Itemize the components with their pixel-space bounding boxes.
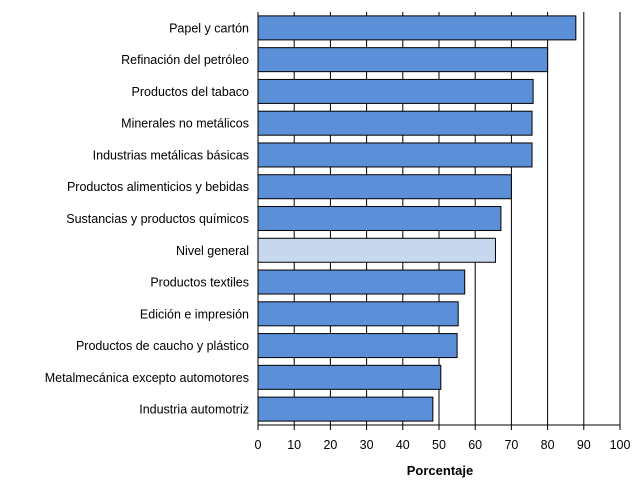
x-tick-label-0: 0 — [255, 438, 262, 452]
x-tick-label-60: 60 — [468, 438, 482, 452]
bar-1 — [257, 15, 577, 41]
bar-2 — [257, 47, 549, 73]
category-label-9: Productos textiles — [150, 276, 249, 290]
category-label-7: Sustancias y productos químicos — [66, 212, 249, 226]
x-tick-label-90: 90 — [577, 438, 591, 452]
bar-10 — [257, 301, 459, 327]
x-tick-label-50: 50 — [432, 438, 446, 452]
x-axis-title: Porcentaje — [407, 463, 473, 478]
x-tick-label-80: 80 — [541, 438, 555, 452]
bar-8 — [257, 237, 496, 263]
category-label-6: Productos alimenticios y bebidas — [67, 180, 249, 194]
bar-6 — [257, 174, 512, 200]
category-label-11: Productos de caucho y plástico — [76, 339, 249, 353]
category-label-5: Industrias metálicas básicas — [93, 148, 249, 162]
category-label-10: Edición e impresión — [140, 307, 249, 321]
category-label-8: Nivel general — [176, 244, 249, 258]
bar-9 — [257, 269, 466, 295]
category-labels: Papel y cartón Refinación del petróleo Pro… — [45, 21, 249, 416]
bar-3 — [257, 78, 534, 104]
x-tick-label-20: 20 — [323, 438, 337, 452]
x-tick-labels: 0 10 20 30 40 50 60 70 80 90 100 — [255, 438, 631, 452]
x-tick-label-100: 100 — [610, 438, 631, 452]
bar-11 — [257, 333, 458, 359]
bar-12 — [257, 364, 442, 390]
x-tick-label-40: 40 — [396, 438, 410, 452]
x-tick-label-10: 10 — [287, 438, 301, 452]
x-tick-label-70: 70 — [504, 438, 518, 452]
category-label-12: Metalmecánica excepto automotores — [45, 371, 249, 385]
bar-4 — [257, 110, 533, 136]
category-label-2: Refinación del petróleo — [121, 53, 249, 67]
category-label-3: Productos del tabaco — [132, 85, 249, 99]
bars — [257, 15, 577, 422]
category-label-13: Industria automotriz — [139, 403, 249, 417]
bar-5 — [257, 142, 533, 168]
bar-13 — [257, 396, 434, 422]
x-tick-label-30: 30 — [360, 438, 374, 452]
category-label-1: Papel y cartón — [169, 21, 249, 35]
category-label-4: Minerales no metálicos — [121, 117, 249, 131]
bar-7 — [257, 206, 502, 231]
